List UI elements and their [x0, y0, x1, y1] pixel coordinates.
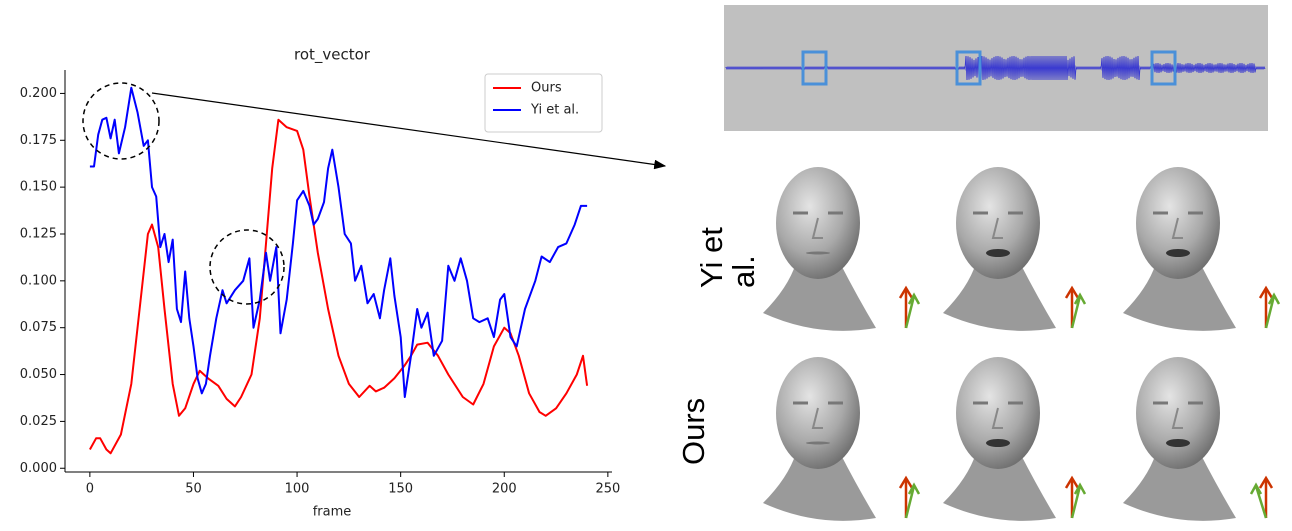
x-tick-label: 100 [285, 482, 310, 497]
chart: rot_vector frame 0 50 100 150 200 250 0.000 0.0… [0, 0, 1292, 531]
row-label: Ours [678, 405, 744, 465]
face-render [943, 167, 1085, 331]
axis-arrow [1256, 486, 1266, 518]
x-tick-label: 200 [492, 482, 517, 497]
line-series [90, 88, 587, 397]
x-axis-label: frame [313, 505, 352, 520]
face-render [1123, 167, 1279, 331]
x-tick-label: 250 [595, 482, 620, 497]
mouth [806, 442, 830, 445]
face-render [763, 167, 919, 331]
y-tick-label: 0.175 [20, 133, 57, 148]
row-label: Yi et al. [696, 192, 762, 288]
chart-title: rot_vector [294, 46, 371, 65]
head [956, 357, 1040, 469]
mouth [1166, 249, 1190, 257]
mouth [806, 252, 830, 255]
y-tick-label: 0.200 [20, 86, 57, 101]
mouth [986, 439, 1010, 447]
legend-label: Yi et al. [530, 103, 579, 118]
face-render [943, 357, 1085, 521]
head [1136, 357, 1220, 469]
head [776, 167, 860, 279]
y-tick-label: 0.025 [20, 414, 57, 429]
line-series [90, 120, 587, 454]
y-tick-label: 0.100 [20, 273, 57, 288]
x-tick-label: 0 [86, 482, 94, 497]
head [1136, 167, 1220, 279]
figure: rot_vector frame 0 50 100 150 200 250 0.000 0.0… [0, 0, 1292, 531]
mouth [986, 249, 1010, 257]
head [776, 357, 860, 469]
face-render [1123, 357, 1272, 521]
legend-label: Ours [531, 81, 562, 96]
x-tick-label: 50 [185, 482, 202, 497]
y-tick-label: 0.125 [20, 226, 57, 241]
y-tick-label: 0.075 [20, 320, 57, 335]
y-tick-label: 0.150 [20, 180, 57, 195]
mouth [1166, 439, 1190, 447]
head [956, 167, 1040, 279]
face-render [763, 357, 919, 521]
y-tick-label: 0.000 [20, 461, 57, 476]
x-tick-label: 150 [388, 482, 413, 497]
y-tick-label: 0.050 [20, 367, 57, 382]
